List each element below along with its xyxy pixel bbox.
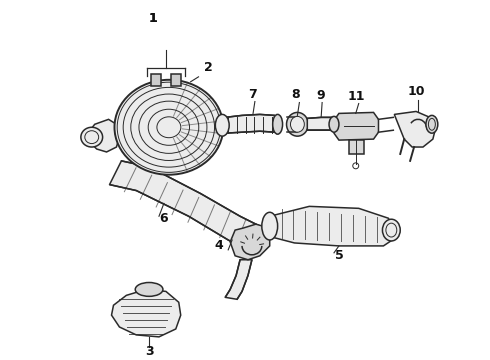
Ellipse shape [426,116,438,133]
Ellipse shape [287,112,308,136]
Polygon shape [85,120,120,152]
Polygon shape [268,206,398,246]
Text: 6: 6 [160,212,168,225]
Text: 10: 10 [407,85,425,98]
Ellipse shape [382,219,400,241]
Text: 7: 7 [248,88,257,101]
Ellipse shape [115,80,223,175]
Polygon shape [334,112,378,140]
Text: 4: 4 [215,239,223,252]
Text: 1: 1 [148,12,157,25]
Text: 2: 2 [204,62,213,75]
Polygon shape [225,114,275,133]
Text: 3: 3 [145,345,153,358]
Ellipse shape [329,116,339,132]
Ellipse shape [135,283,163,296]
Polygon shape [225,260,252,299]
Ellipse shape [215,114,229,136]
Polygon shape [112,289,181,337]
Text: 11: 11 [348,90,366,103]
Polygon shape [394,112,436,147]
Polygon shape [307,117,333,130]
Polygon shape [110,161,268,256]
Ellipse shape [273,114,283,134]
Text: 5: 5 [335,249,343,262]
Text: 8: 8 [291,88,300,101]
Polygon shape [171,74,181,86]
Ellipse shape [262,212,278,240]
Text: 1: 1 [148,12,157,25]
Polygon shape [230,224,270,260]
Polygon shape [151,74,161,86]
Text: 9: 9 [317,89,325,102]
Ellipse shape [291,116,304,132]
Polygon shape [349,140,364,154]
Ellipse shape [81,127,102,147]
